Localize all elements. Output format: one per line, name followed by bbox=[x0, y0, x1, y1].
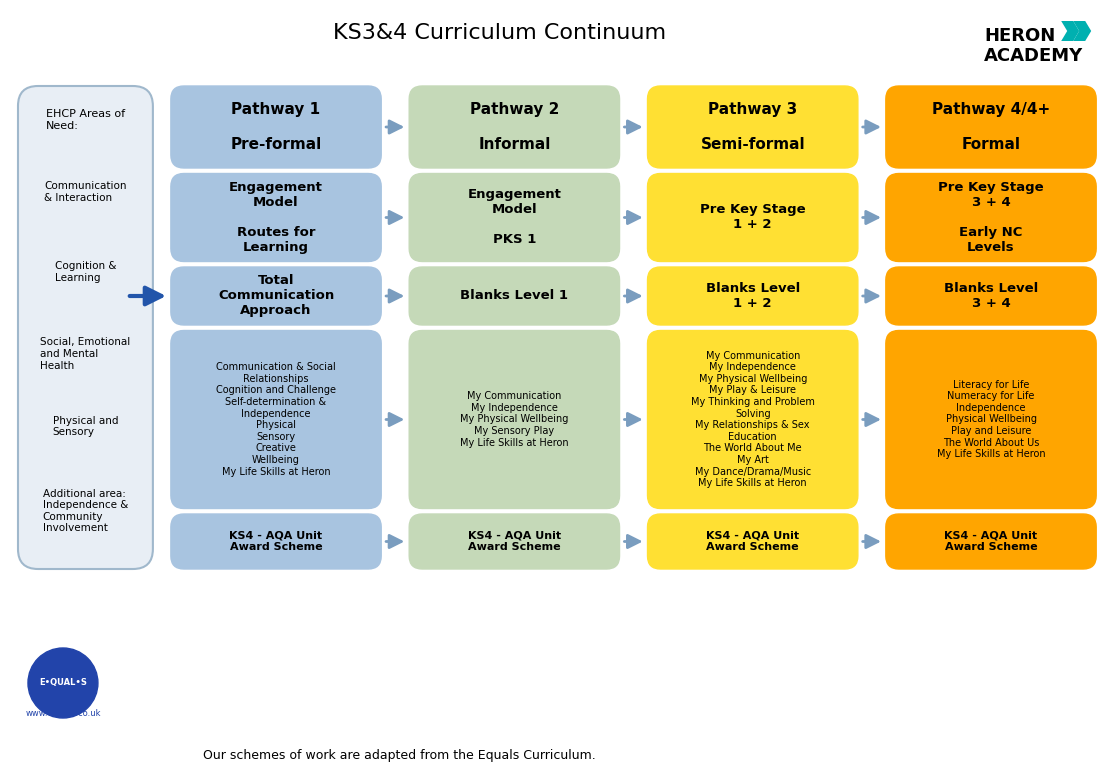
FancyBboxPatch shape bbox=[409, 330, 619, 508]
Text: KS4 - AQA Unit
Award Scheme: KS4 - AQA Unit Award Scheme bbox=[468, 531, 560, 552]
FancyBboxPatch shape bbox=[171, 86, 381, 168]
Text: Cognition &
Learning: Cognition & Learning bbox=[54, 261, 116, 283]
Text: Physical and
Sensory: Physical and Sensory bbox=[52, 415, 118, 437]
FancyBboxPatch shape bbox=[409, 86, 619, 168]
FancyBboxPatch shape bbox=[171, 267, 381, 325]
Text: Engagement
Model

Routes for
Learning: Engagement Model Routes for Learning bbox=[229, 181, 322, 254]
Circle shape bbox=[28, 648, 98, 718]
Text: Additional area:
Independence &
Community
Involvement: Additional area: Independence & Communit… bbox=[42, 489, 128, 533]
FancyBboxPatch shape bbox=[409, 267, 619, 325]
Text: Pathway 3

Semi-formal: Pathway 3 Semi-formal bbox=[701, 102, 805, 152]
Text: KS4 - AQA Unit
Award Scheme: KS4 - AQA Unit Award Scheme bbox=[944, 531, 1037, 552]
FancyBboxPatch shape bbox=[171, 514, 381, 569]
FancyBboxPatch shape bbox=[647, 514, 857, 569]
Text: My Communication
My Independence
My Physical Wellbeing
My Sensory Play
My Life S: My Communication My Independence My Phys… bbox=[460, 391, 568, 448]
Text: Blanks Level 1: Blanks Level 1 bbox=[460, 290, 568, 302]
Text: Pre Key Stage
1 + 2: Pre Key Stage 1 + 2 bbox=[699, 204, 805, 231]
Text: EHCP Areas of
Need:: EHCP Areas of Need: bbox=[46, 109, 125, 130]
Text: My Communication
My Independence
My Physical Wellbeing
My Play & Leisure
My Thin: My Communication My Independence My Phys… bbox=[691, 351, 815, 488]
FancyBboxPatch shape bbox=[409, 514, 619, 569]
Text: KS4 - AQA Unit
Award Scheme: KS4 - AQA Unit Award Scheme bbox=[706, 531, 800, 552]
Text: E•QUAL•S: E•QUAL•S bbox=[39, 679, 87, 687]
FancyBboxPatch shape bbox=[647, 86, 857, 168]
FancyBboxPatch shape bbox=[647, 330, 857, 508]
Text: Blanks Level
1 + 2: Blanks Level 1 + 2 bbox=[706, 282, 800, 310]
Text: Pathway 1

Pre-formal: Pathway 1 Pre-formal bbox=[230, 102, 321, 152]
FancyBboxPatch shape bbox=[886, 330, 1096, 508]
FancyBboxPatch shape bbox=[647, 267, 857, 325]
FancyBboxPatch shape bbox=[886, 86, 1096, 168]
Text: Blanks Level
3 + 4: Blanks Level 3 + 4 bbox=[944, 282, 1039, 310]
Polygon shape bbox=[1061, 21, 1080, 41]
Text: HERON
ACADEMY: HERON ACADEMY bbox=[984, 27, 1083, 66]
Text: www.equals.co.uk: www.equals.co.uk bbox=[26, 708, 101, 718]
Text: KS3&4 Curriculum Continuum: KS3&4 Curriculum Continuum bbox=[334, 23, 666, 43]
FancyBboxPatch shape bbox=[886, 173, 1096, 262]
Text: Social, Emotional
and Mental
Health: Social, Emotional and Mental Health bbox=[40, 337, 130, 371]
Text: Pre Key Stage
3 + 4

Early NC
Levels: Pre Key Stage 3 + 4 Early NC Levels bbox=[939, 181, 1044, 254]
Text: Communication
& Interaction: Communication & Interaction bbox=[44, 181, 127, 203]
Text: Literacy for Life
Numeracy for Life
Independence
Physical Wellbeing
Play and Lei: Literacy for Life Numeracy for Life Inde… bbox=[936, 380, 1045, 459]
Text: Our schemes of work are adapted from the Equals Curriculum.: Our schemes of work are adapted from the… bbox=[203, 750, 596, 762]
Polygon shape bbox=[1073, 21, 1091, 41]
Text: Total
Communication
Approach: Total Communication Approach bbox=[218, 274, 335, 318]
FancyBboxPatch shape bbox=[171, 330, 381, 508]
FancyBboxPatch shape bbox=[886, 514, 1096, 569]
Text: KS4 - AQA Unit
Award Scheme: KS4 - AQA Unit Award Scheme bbox=[229, 531, 322, 552]
Text: Engagement
Model

PKS 1: Engagement Model PKS 1 bbox=[467, 188, 562, 247]
Text: Pathway 4/4+

Formal: Pathway 4/4+ Formal bbox=[932, 102, 1050, 152]
FancyBboxPatch shape bbox=[18, 86, 152, 569]
FancyBboxPatch shape bbox=[171, 173, 381, 262]
FancyBboxPatch shape bbox=[647, 173, 857, 262]
FancyBboxPatch shape bbox=[886, 267, 1096, 325]
FancyBboxPatch shape bbox=[409, 173, 619, 262]
Text: Pathway 2

Informal: Pathway 2 Informal bbox=[469, 102, 559, 152]
Text: Communication & Social
Relationships
Cognition and Challenge
Self-determination : Communication & Social Relationships Cog… bbox=[216, 362, 336, 476]
